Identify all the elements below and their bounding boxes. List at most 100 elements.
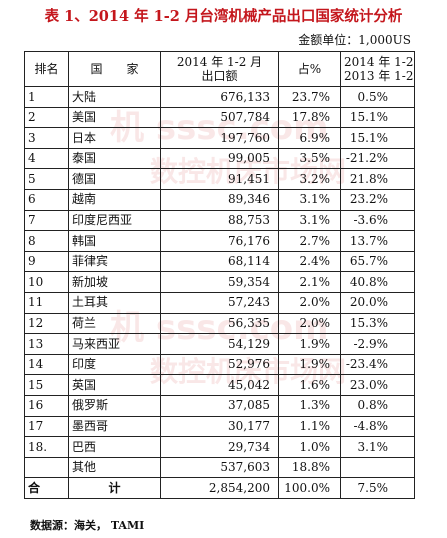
cell-share: 2.0%	[278, 312, 341, 335]
cell-growth: 23.0%	[340, 374, 415, 396]
header-export: 2014 年 1-2 月 出口额	[160, 51, 279, 87]
cell-share: 3.5%	[278, 147, 341, 170]
cell-export-value: 68,114	[160, 250, 279, 273]
cell-rank: 3	[24, 127, 69, 149]
header-growth: 2014 年 1-2 月/ 2013 年 1-2 月	[340, 51, 415, 87]
cell-rank: 8	[24, 230, 69, 252]
cell-country: 印度	[68, 353, 161, 376]
cell-growth: -4.8%	[340, 415, 415, 438]
cell-export-value: 59,354	[160, 271, 279, 293]
cell-share: 2.4%	[278, 250, 341, 273]
cell-country: 巴西	[68, 436, 161, 458]
cell-export-value: 54,129	[160, 333, 279, 355]
source-note: 数据源：海关， TAMI	[30, 519, 145, 532]
cell-share: 3.1%	[278, 188, 341, 211]
cell-rank: 18.	[24, 436, 69, 458]
header-export-line1: 2014 年 1-2 月	[176, 55, 263, 69]
cell-export-value: 37,085	[160, 394, 279, 417]
cell-rank: 6	[24, 188, 69, 211]
cell-country: 日本	[68, 127, 161, 149]
cell-growth: 40.8%	[340, 271, 415, 293]
header-row: 排名 国 家 2014 年 1-2 月 出口额 占% 2014 年 1-2 月/…	[24, 51, 415, 87]
cell-growth: -21.2%	[340, 147, 415, 170]
cell-growth: -2.9%	[340, 333, 415, 355]
cell-growth: -23.4%	[340, 353, 415, 376]
total-row: 合 计 2,854,200 100.0% 7.5%	[24, 477, 415, 500]
cell-country: 大陆	[68, 86, 161, 108]
cell-export-value: 45,042	[160, 374, 279, 396]
table-row: 1 大陆 676,133 23.7% 0.5%	[24, 86, 415, 108]
table-row: 6 越南 89,346 3.1% 23.2%	[24, 188, 415, 211]
table-row: 4 泰国 99,005 3.5% -21.2%	[24, 147, 415, 170]
table-row: 15 英国 45,042 1.6% 23.0%	[24, 374, 415, 396]
cell-country: 新加坡	[68, 271, 161, 293]
cell-rank: 16	[24, 394, 69, 417]
total-label-left: 合	[24, 477, 69, 500]
cell-export-value: 30,177	[160, 415, 279, 438]
table-row: 16 俄罗斯 37,085 1.3% 0.8%	[24, 394, 415, 417]
cell-rank: 15	[24, 374, 69, 396]
cell-export-value: 537,603	[160, 456, 279, 479]
table-row: 其他 537,603 18.8%	[24, 456, 415, 479]
table-row: 17 墨西哥 30,177 1.1% -4.8%	[24, 415, 415, 438]
table-row: 11 土耳其 57,243 2.0% 20.0%	[24, 291, 415, 314]
cell-export-value: 76,176	[160, 230, 279, 252]
cell-rank: 1	[24, 86, 69, 108]
cell-country: 越南	[68, 188, 161, 211]
cell-country: 韩国	[68, 230, 161, 252]
cell-country: 马来西亚	[68, 333, 161, 355]
cell-growth: 13.7%	[340, 230, 415, 252]
cell-country: 泰国	[68, 147, 161, 170]
cell-growth: 15.1%	[340, 106, 415, 129]
cell-rank: 12	[24, 312, 69, 335]
cell-growth: 15.3%	[340, 312, 415, 335]
cell-rank: 13	[24, 333, 69, 355]
total-value: 2,854,200	[160, 477, 279, 500]
table-row: 2 美国 507,784 17.8% 15.1%	[24, 106, 415, 129]
header-growth-line1: 2014 年 1-2 月/	[344, 55, 414, 69]
cell-export-value: 676,133	[160, 86, 279, 108]
header-country: 国 家	[68, 51, 161, 87]
table-row: 14 印度 52,976 1.9% -23.4%	[24, 353, 415, 376]
cell-export-value: 99,005	[160, 147, 279, 170]
cell-growth: 0.5%	[340, 86, 415, 108]
cell-growth: -3.6%	[340, 209, 415, 232]
cell-share: 23.7%	[278, 86, 341, 108]
cell-export-value: 197,760	[160, 127, 279, 149]
table-row: 3 日本 197,760 6.9% 15.1%	[24, 127, 415, 149]
cell-country: 其他	[68, 456, 161, 479]
table-row: 7 印度尼西亚 88,753 3.1% -3.6%	[24, 209, 415, 232]
cell-share: 1.6%	[278, 374, 341, 396]
cell-share: 1.0%	[278, 436, 341, 458]
cell-country: 菲律宾	[68, 250, 161, 273]
cell-rank: 7	[24, 209, 69, 232]
cell-share: 17.8%	[278, 106, 341, 129]
export-table: 排名 国 家 2014 年 1-2 月 出口额 占% 2014 年 1-2 月/…	[24, 51, 415, 500]
cell-rank	[24, 456, 69, 479]
table-title: 表 1、2014 年 1-2 月台湾机械产品出口国家统计分析	[44, 8, 403, 25]
table-row: 5 德国 91,451 3.2% 21.8%	[24, 168, 415, 190]
header-share: 占%	[278, 51, 341, 87]
total-label-right: 计	[68, 477, 161, 500]
cell-share: 1.1%	[278, 415, 341, 438]
cell-country: 美国	[68, 106, 161, 129]
cell-share: 1.9%	[278, 353, 341, 376]
cell-rank: 9	[24, 250, 69, 273]
header-growth-line2: 2013 年 1-2 月	[344, 69, 414, 83]
table-row: 13 马来西亚 54,129 1.9% -2.9%	[24, 333, 415, 355]
cell-export-value: 88,753	[160, 209, 279, 232]
cell-rank: 14	[24, 353, 69, 376]
cell-export-value: 507,784	[160, 106, 279, 129]
cell-export-value: 89,346	[160, 188, 279, 211]
cell-export-value: 29,734	[160, 436, 279, 458]
table-row: 18. 巴西 29,734 1.0% 3.1%	[24, 436, 415, 458]
cell-export-value: 52,976	[160, 353, 279, 376]
cell-share: 2.7%	[278, 230, 341, 252]
cell-rank: 5	[24, 168, 69, 190]
cell-growth: 21.8%	[340, 168, 415, 190]
cell-growth	[340, 456, 415, 479]
cell-share: 6.9%	[278, 127, 341, 149]
cell-share: 1.9%	[278, 333, 341, 355]
cell-share: 18.8%	[278, 456, 341, 479]
table-row: 10 新加坡 59,354 2.1% 40.8%	[24, 271, 415, 293]
